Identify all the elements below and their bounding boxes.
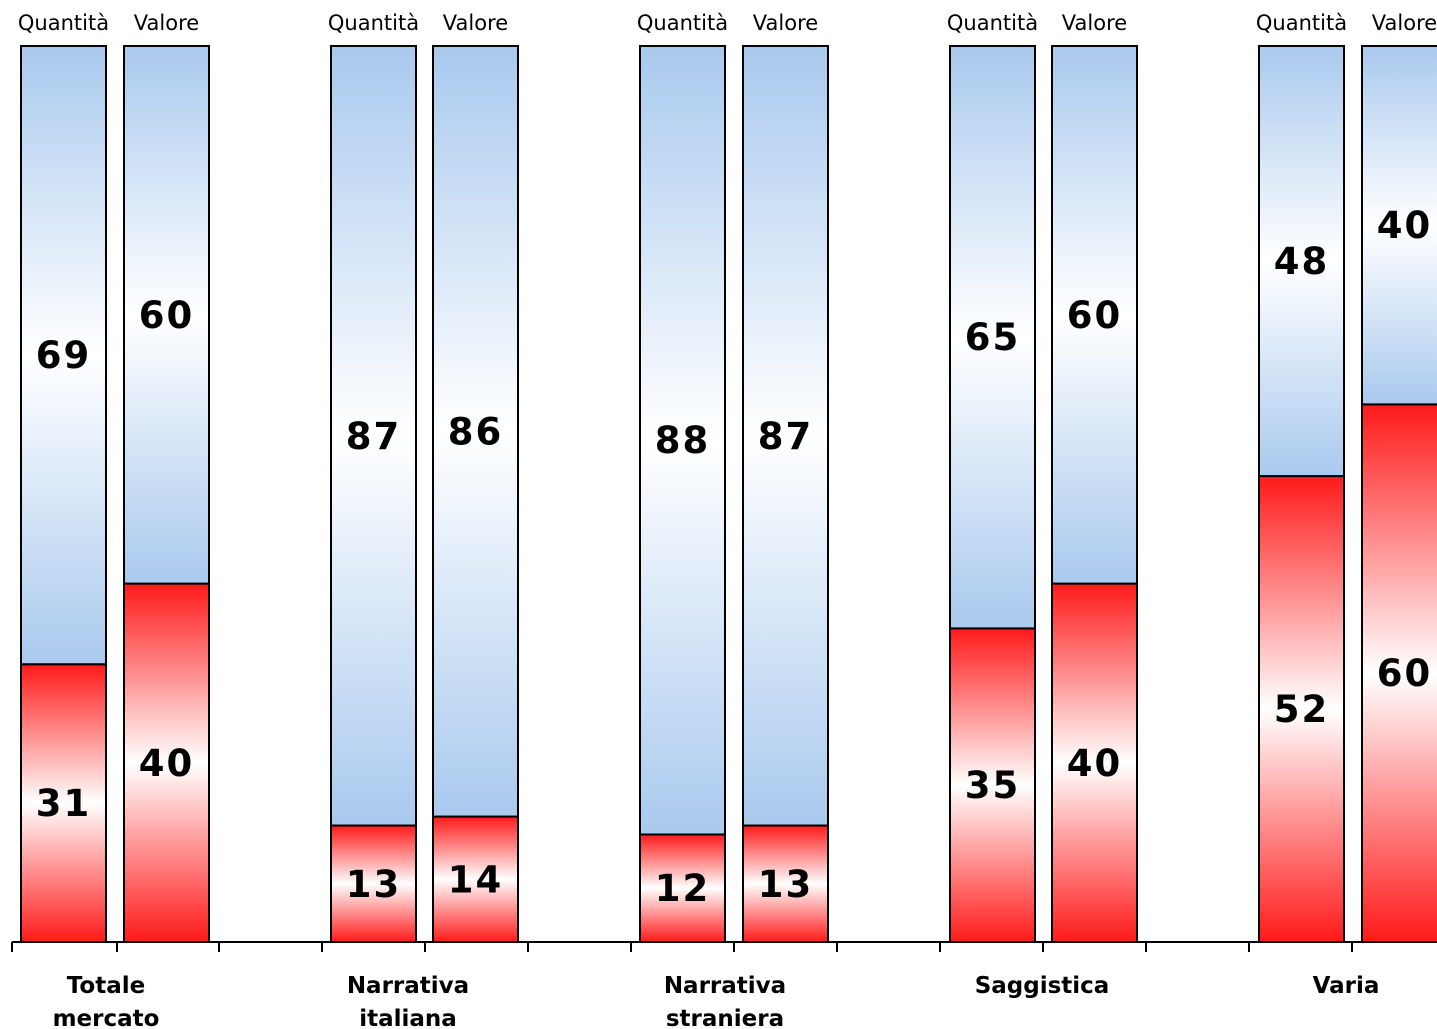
data-label-blue-4-0: 48 [1274,240,1330,283]
category-label-line-0-1: mercato [53,1006,160,1029]
bar-segment-blue-1-1 [432,45,519,818]
category-label-line-2-1: straniera [666,1006,784,1029]
data-label-blue-1-1: 86 [448,410,504,453]
data-label-red-4-1: 60 [1377,652,1433,695]
bar-label-1-0: Quantità [328,11,419,35]
category-label-1: Narrativa italiana [347,973,469,1029]
bar-segment-blue-4-1 [1361,45,1437,406]
data-label-red-2-0: 12 [655,867,711,910]
data-label-blue-3-1: 60 [1067,294,1123,337]
bar-segment-blue-1-0 [330,45,417,827]
data-label-blue-3-0: 65 [965,316,1021,359]
data-label-blue-1-0: 87 [346,415,402,458]
category-label-line-1-0: Narrativa [347,973,469,999]
bar-label-2-1: Valore [753,11,818,35]
category-label-line-4-0: Varia [1313,973,1380,999]
bar-label-3-0: Quantità [947,11,1038,35]
data-label-blue-2-1: 87 [758,415,814,458]
bar-segment-red-3-1 [1051,582,1138,943]
data-label-blue-2-0: 88 [655,419,711,462]
data-label-blue-0-1: 60 [139,294,195,337]
bar-label-0-1: Valore [134,11,199,35]
data-label-red-3-1: 40 [1067,742,1123,785]
data-label-red-0-1: 40 [139,742,195,785]
data-label-red-1-0: 13 [346,863,402,906]
data-label-blue-0-0: 69 [36,334,92,377]
category-label-3: Saggistica [975,973,1110,999]
bar-segment-red-4-0 [1258,475,1345,943]
bar-segment-blue-0-0 [20,45,107,666]
bar-label-0-0: Quantità [18,11,109,35]
bar-segment-blue-4-0 [1258,45,1345,478]
data-label-red-0-0: 31 [36,782,92,825]
data-label-red-3-0: 35 [965,764,1021,807]
bar-segment-red-0-0 [20,663,107,943]
bar-segment-blue-2-0 [639,45,726,836]
bar-segment-blue-0-1 [123,45,210,585]
category-label-0: Totale mercato [53,973,160,1029]
category-label-line-1-1: italiana [359,1006,457,1029]
bar-label-3-1: Valore [1062,11,1127,35]
bar-segment-red-4-1 [1361,403,1437,943]
category-label-4: Varia [1313,973,1380,999]
category-label-line-0-0: Totale [67,973,145,999]
bar-segment-blue-2-1 [742,45,829,827]
category-label-line-3-0: Saggistica [975,973,1110,999]
bar-label-4-1: Valore [1372,11,1437,35]
data-label-red-1-1: 14 [448,858,504,901]
bar-label-2-0: Quantità [637,11,728,35]
bar-label-4-0: Quantità [1256,11,1347,35]
bar-segment-blue-3-1 [1051,45,1138,585]
data-label-blue-4-1: 40 [1377,204,1433,247]
data-label-red-2-1: 13 [758,863,814,906]
bar-segment-red-2-1 [742,824,829,944]
category-label-2: Narrativa straniera [664,973,786,1029]
bar-label-1-1: Valore [443,11,508,35]
category-label-line-2-0: Narrativa [664,973,786,999]
data-label-red-4-0: 52 [1274,688,1330,731]
bar-segment-blue-3-0 [949,45,1036,630]
